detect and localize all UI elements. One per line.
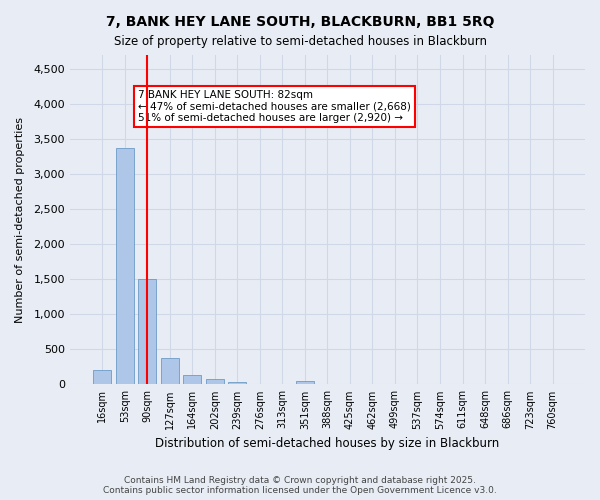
Bar: [161, 358, 179, 384]
Bar: [296, 381, 314, 384]
Bar: [206, 379, 224, 384]
Y-axis label: Number of semi-detached properties: Number of semi-detached properties: [15, 116, 25, 322]
Bar: [138, 280, 156, 384]
Text: Contains HM Land Registry data © Crown copyright and database right 2025.
Contai: Contains HM Land Registry data © Crown c…: [103, 476, 497, 495]
Text: Size of property relative to semi-detached houses in Blackburn: Size of property relative to semi-detach…: [113, 35, 487, 48]
Bar: [116, 148, 134, 384]
Text: 7 BANK HEY LANE SOUTH: 82sqm
← 47% of semi-detached houses are smaller (2,668)
5: 7 BANK HEY LANE SOUTH: 82sqm ← 47% of se…: [138, 90, 411, 123]
Bar: [93, 370, 111, 384]
Bar: [184, 376, 202, 384]
Text: 7, BANK HEY LANE SOUTH, BLACKBURN, BB1 5RQ: 7, BANK HEY LANE SOUTH, BLACKBURN, BB1 5…: [106, 15, 494, 29]
X-axis label: Distribution of semi-detached houses by size in Blackburn: Distribution of semi-detached houses by …: [155, 437, 500, 450]
Bar: [229, 382, 247, 384]
